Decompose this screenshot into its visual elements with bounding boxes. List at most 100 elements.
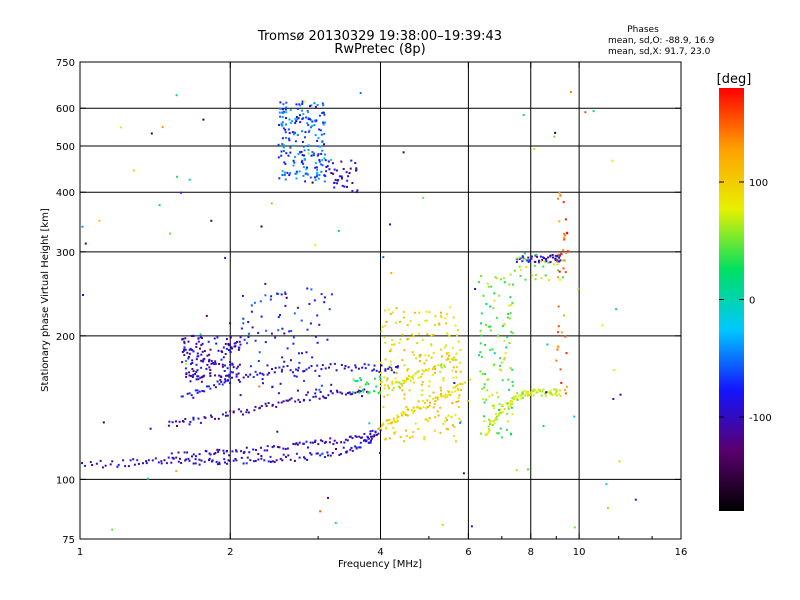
echo-point xyxy=(347,175,350,178)
echo-point xyxy=(563,238,566,241)
echo-point xyxy=(434,396,437,399)
echo-point xyxy=(361,436,364,439)
echo-point xyxy=(336,182,339,185)
echo-point xyxy=(451,369,454,372)
echo-point xyxy=(508,283,511,286)
echo-point xyxy=(524,258,527,261)
echo-point xyxy=(183,354,186,357)
echo-point xyxy=(497,414,500,417)
echo-point xyxy=(414,422,417,425)
echo-point xyxy=(304,131,307,134)
echo-point xyxy=(283,144,286,147)
echo-point xyxy=(301,130,304,133)
echo-point xyxy=(521,260,524,263)
echo-point xyxy=(605,483,608,486)
echo-point xyxy=(373,435,376,438)
echo-point xyxy=(525,266,528,268)
echo-point xyxy=(321,149,324,152)
echo-point xyxy=(331,162,334,165)
echo-point xyxy=(209,387,212,390)
echo-point xyxy=(491,424,494,426)
echo-point xyxy=(566,385,569,388)
echo-point xyxy=(488,285,490,288)
echo-point xyxy=(177,451,180,454)
echo-point xyxy=(310,154,313,157)
echo-point xyxy=(271,404,274,407)
echo-point xyxy=(81,462,83,465)
echo-point xyxy=(297,369,299,372)
echo-point xyxy=(273,445,275,448)
echo-point xyxy=(515,257,518,260)
echo-point xyxy=(260,405,263,407)
echo-point xyxy=(312,153,315,156)
echo-point xyxy=(379,427,382,430)
echo-point xyxy=(142,462,144,465)
echo-point xyxy=(242,413,244,416)
echo-point xyxy=(218,374,221,377)
echo-point xyxy=(298,401,301,403)
echo-point xyxy=(411,435,414,438)
echo-point xyxy=(315,166,318,169)
echo-point xyxy=(506,405,509,408)
echo-point xyxy=(168,420,171,423)
echo-point xyxy=(293,312,296,315)
echo-point xyxy=(374,430,377,433)
echo-point xyxy=(449,306,452,309)
echo-point xyxy=(252,460,255,463)
echo-point xyxy=(326,165,329,168)
echo-point xyxy=(351,392,354,395)
echo-point xyxy=(539,390,542,393)
echo-point xyxy=(288,398,291,401)
echo-point xyxy=(263,459,266,462)
echo-point xyxy=(419,407,422,410)
echo-point xyxy=(354,379,357,382)
echo-point xyxy=(367,392,370,395)
echo-point xyxy=(498,403,501,406)
echo-point xyxy=(480,312,483,315)
echo-point xyxy=(384,341,387,344)
echo-point xyxy=(306,459,309,461)
echo-point xyxy=(208,358,211,361)
echo-point xyxy=(175,420,177,423)
echo-point xyxy=(289,146,292,149)
echo-point xyxy=(511,402,514,405)
echo-point xyxy=(296,443,299,446)
echo-point xyxy=(231,363,234,366)
echo-point xyxy=(503,277,505,280)
echo-point xyxy=(348,391,351,394)
echo-point xyxy=(289,458,292,461)
echo-point xyxy=(298,456,301,459)
echo-point xyxy=(289,172,292,175)
echo-point xyxy=(227,343,230,345)
echo-point xyxy=(285,123,287,126)
echo-point xyxy=(447,393,450,396)
echo-point xyxy=(196,352,199,355)
echo-point xyxy=(437,364,440,367)
echo-point xyxy=(306,391,309,394)
echo-point xyxy=(84,242,87,245)
echo-point xyxy=(413,409,416,412)
echo-point xyxy=(439,431,442,434)
echo-point xyxy=(411,333,413,336)
echo-point xyxy=(282,400,285,403)
echo-point xyxy=(354,435,357,438)
echo-point xyxy=(267,402,270,404)
echo-point xyxy=(436,410,439,413)
x-tick-label: 2 xyxy=(227,547,233,558)
echo-point xyxy=(295,103,298,106)
echo-point xyxy=(182,420,185,423)
echo-point xyxy=(442,423,445,426)
x-tick-label: 10 xyxy=(573,547,586,558)
echo-point xyxy=(424,418,427,421)
echo-point xyxy=(513,269,516,272)
echo-point xyxy=(451,346,454,349)
echo-point xyxy=(421,400,424,402)
echo-point xyxy=(384,358,387,361)
echo-point xyxy=(318,158,321,161)
echo-point xyxy=(408,389,411,392)
echo-point xyxy=(485,433,488,436)
echo-point xyxy=(223,458,226,461)
echo-point xyxy=(317,153,320,156)
echo-point xyxy=(289,121,292,124)
echo-point xyxy=(546,343,549,346)
